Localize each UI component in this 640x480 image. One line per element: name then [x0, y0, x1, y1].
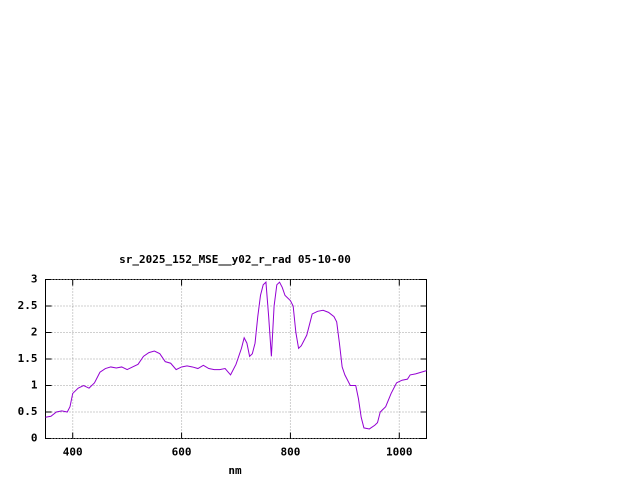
y-tick-label: 1.5: [18, 352, 38, 365]
data-line: [45, 281, 427, 430]
x-tick-label: 600: [172, 446, 192, 459]
y-tick-label: 0.5: [18, 405, 38, 418]
x-tick-label: 1000: [386, 446, 413, 459]
y-tick-label: 1: [31, 379, 38, 392]
x-axis-label: nm: [228, 464, 242, 477]
x-tick-label: 800: [280, 446, 300, 459]
y-tick-label: 3: [31, 273, 38, 286]
y-tick-label: 0: [31, 432, 38, 445]
chart-title: sr_2025_152_MSE__y02_r_rad 05-10-00: [119, 253, 351, 266]
y-tick-label: 2.5: [18, 299, 38, 312]
y-tick-label: 2: [31, 326, 38, 339]
x-tick-label: 400: [63, 446, 83, 459]
